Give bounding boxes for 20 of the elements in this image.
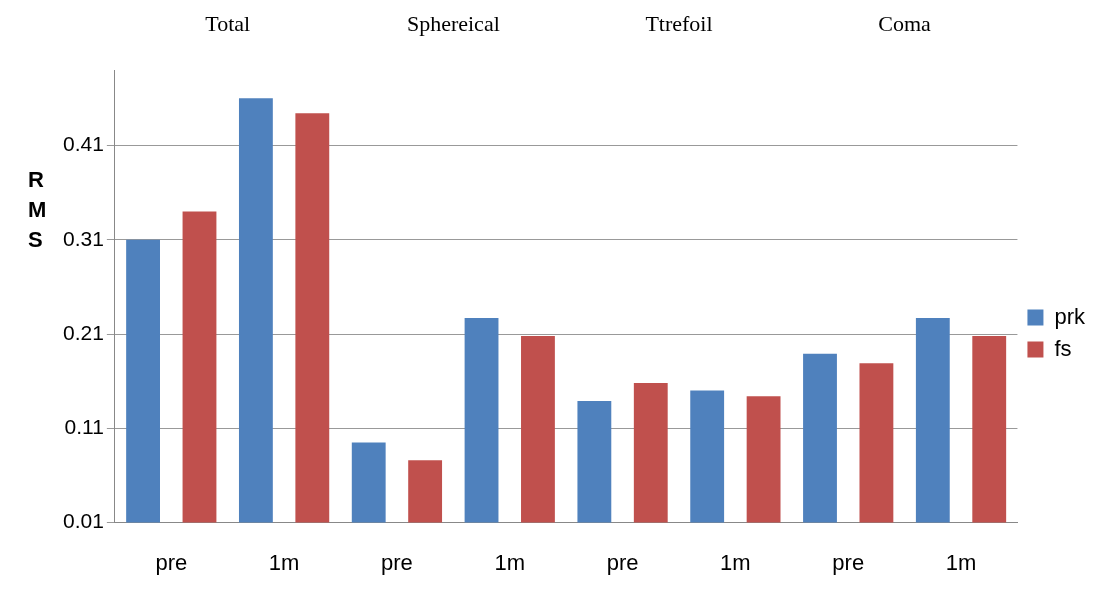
- y-tick-label: 0.11: [64, 415, 104, 439]
- legend-label: prk: [1054, 303, 1086, 329]
- x-tick-label: 1m: [494, 549, 526, 575]
- text: Coma: [878, 10, 932, 36]
- y-tick-label: 0.01: [63, 509, 104, 533]
- legend-label: fs: [1054, 335, 1072, 361]
- y-axis-title: RMS: [28, 166, 47, 254]
- x-tick-label: 1m: [945, 549, 977, 575]
- x-tick-label: 1m: [268, 549, 300, 575]
- y-tick-label: 0.41: [63, 132, 104, 156]
- x-tick-label: pre: [606, 549, 639, 575]
- text: Ttrefoil: [645, 10, 713, 36]
- text: Sphereical: [406, 10, 500, 36]
- x-tick-label: 1m: [720, 549, 751, 575]
- x-tick-label: pre: [155, 549, 188, 575]
- y-tick-label: 0.31: [63, 226, 104, 250]
- x-tick-label: pre: [832, 549, 865, 575]
- text: Total: [205, 10, 251, 36]
- x-tick-label: pre: [381, 549, 413, 575]
- y-tick-label: 0.21: [63, 320, 104, 344]
